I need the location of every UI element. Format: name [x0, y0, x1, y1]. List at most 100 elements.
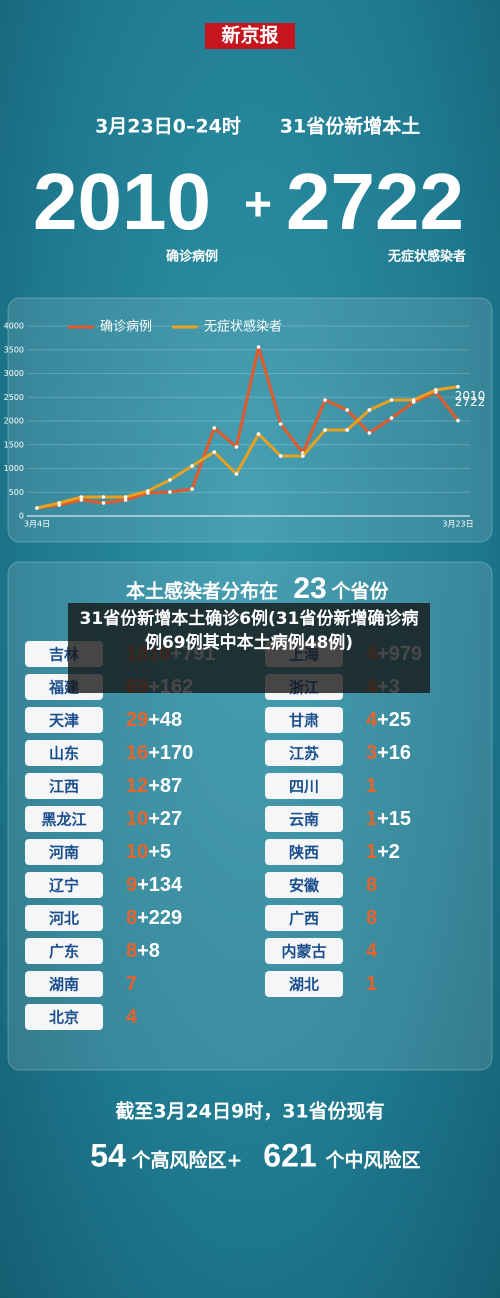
province-value: 10+27: [126, 808, 182, 830]
y-tick-label: 1500: [4, 440, 24, 449]
province-value: 1: [366, 775, 377, 797]
confirmed-count: 4: [366, 940, 378, 962]
x-tick-label: 3月23日: [442, 520, 473, 529]
province-box: [25, 806, 103, 832]
province-value: 29+48: [126, 709, 182, 731]
asymptomatic-count: +5: [148, 841, 171, 863]
legend-label: 确诊病例: [100, 320, 152, 335]
asymptomatic-count: +48: [148, 709, 182, 731]
province-name: 四川: [289, 778, 319, 796]
confirmed-count: 1: [366, 808, 377, 830]
asymptomatic-count: +170: [148, 742, 193, 764]
data-point: [79, 495, 84, 499]
data-point: [212, 450, 217, 454]
province-value: 7: [126, 973, 137, 995]
data-point: [212, 426, 217, 430]
series-line: [36, 346, 460, 510]
province-box: [265, 971, 343, 997]
province-box: [265, 707, 343, 733]
confirmed-count: 4: [366, 709, 378, 731]
data-point: [123, 498, 128, 502]
province-name: 山东: [49, 745, 79, 763]
province-value: 8: [366, 907, 377, 929]
logo: 新京报: [221, 23, 278, 46]
data-point: [323, 398, 327, 402]
asymptomatic-count: +2: [377, 841, 400, 863]
plus-sign: +: [244, 179, 272, 232]
province-name: 黑龙江: [41, 811, 86, 829]
confirmed-count: 8: [366, 907, 377, 929]
province-value: 1+15: [366, 808, 411, 830]
asymptomatic-count: +229: [137, 907, 182, 929]
province-name: 河北: [49, 910, 79, 928]
province-box: [265, 806, 343, 832]
province-box: [25, 773, 103, 799]
province-name: 江苏: [289, 745, 319, 763]
data-point: [411, 398, 416, 402]
data-point: [345, 428, 350, 432]
province-box: [265, 905, 343, 931]
province-box: [25, 839, 103, 865]
data-point: [389, 416, 394, 420]
table-title: 本土感染者分布在: [126, 580, 278, 603]
asymptomatic-count: +87: [148, 775, 182, 797]
legend-label: 无症状感染者: [204, 319, 282, 335]
confirmed-count: 3: [366, 742, 377, 764]
province-value: 1+2: [366, 841, 400, 863]
data-point: [123, 495, 128, 499]
province-value: 1: [366, 973, 377, 995]
table-title-suffix: 个省份: [330, 580, 389, 603]
province-name: 湖南: [49, 976, 79, 994]
date: 3月23日0–24时: [95, 116, 241, 138]
end-annotation: 2722: [455, 395, 486, 409]
province-value: 16+170: [126, 742, 193, 764]
data-point: [278, 422, 283, 426]
asymptomatic-number: 2722: [286, 157, 464, 246]
data-point: [35, 506, 39, 510]
province-box: [25, 1004, 103, 1030]
data-point: [256, 345, 261, 349]
end-annotation: 2010: [455, 389, 486, 403]
confirmed-count: 8: [126, 940, 137, 962]
data-point: [456, 384, 460, 389]
y-tick-label: 500: [9, 488, 24, 497]
province-value: 8+229: [126, 907, 182, 929]
province-name: 云南: [289, 811, 319, 829]
chart-panel: [7, 297, 493, 543]
province-value: 8+8: [126, 940, 160, 962]
province-value: 9+134: [126, 874, 183, 896]
data-point: [456, 418, 460, 423]
province-box: [25, 938, 103, 964]
confirmed-count: 16: [126, 742, 148, 764]
y-tick-label: 3500: [4, 345, 24, 354]
province-name: 天津: [49, 712, 79, 730]
line-chart: 0 500 1000 1500 2000 2500 3000 3500 4000 3月4日 3月23…: [4, 319, 486, 529]
confirmed-label: 确诊病例: [166, 249, 218, 265]
high-risk-text: 个高风险区+: [131, 1149, 243, 1172]
asymptomatic-count: +8: [137, 940, 160, 962]
data-point: [168, 478, 172, 482]
data-point: [301, 454, 305, 458]
province-box: [265, 773, 343, 799]
data-point: [389, 398, 394, 402]
y-tick-label: 2500: [4, 393, 24, 402]
data-point: [190, 464, 194, 468]
province-name: 陕西: [289, 844, 319, 862]
province-box: [25, 707, 103, 733]
province-box: [25, 971, 103, 997]
data-point: [345, 408, 350, 412]
confirmed-count: 1: [366, 841, 377, 863]
y-tick-label: 3000: [4, 369, 24, 378]
confirmed-count: 4: [126, 1006, 138, 1028]
high-risk-number: 54: [90, 1137, 126, 1173]
data-point: [278, 454, 283, 458]
footer-line: 截至3月24日9时，31省份现有: [115, 1100, 384, 1123]
data-point: [434, 388, 438, 392]
asymptomatic-count: +25: [377, 709, 411, 731]
y-tick-label: 1000: [4, 464, 24, 473]
province-name: 广东: [49, 943, 79, 961]
caption-overlay: 31省份新增本土确诊6例(31省份新增确诊病例69例其中本土病例48例): [68, 603, 430, 693]
data-point: [57, 501, 61, 505]
province-name: 甘肃: [289, 712, 319, 730]
